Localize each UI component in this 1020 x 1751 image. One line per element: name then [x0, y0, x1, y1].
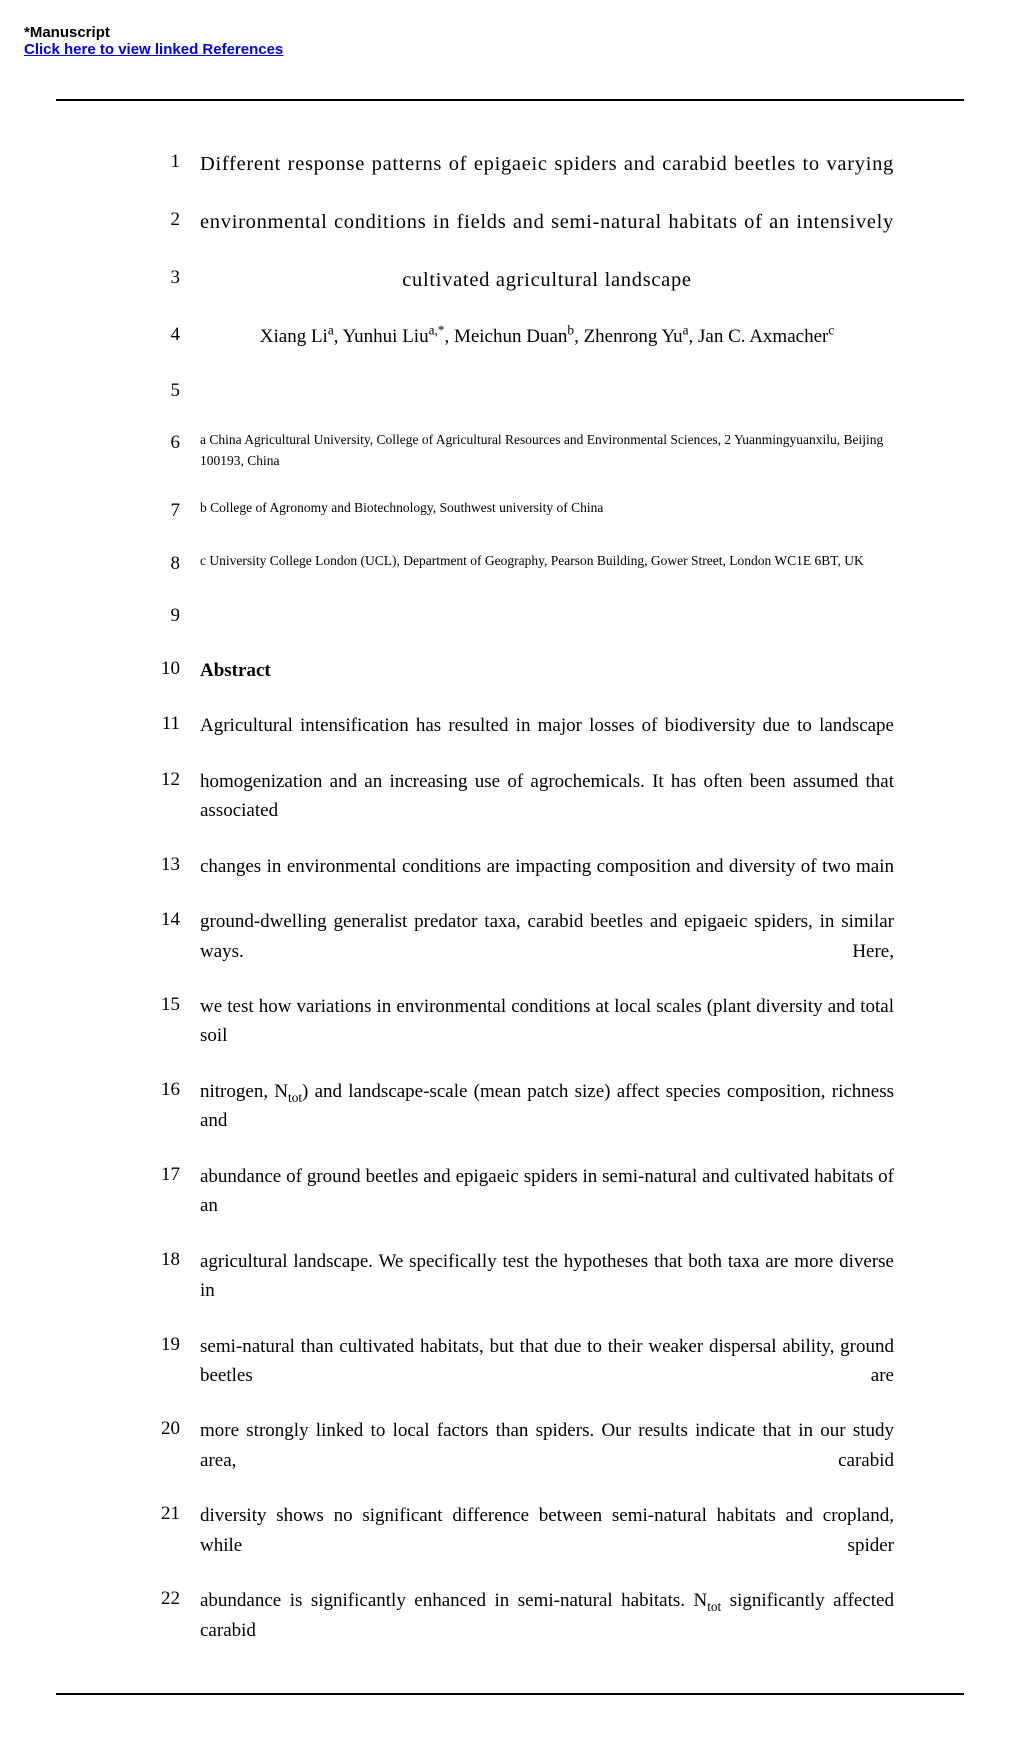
line-number: 6 [156, 430, 200, 457]
line-number: 9 [156, 603, 200, 630]
title-line-1: 1 Different response patterns of epigaei… [156, 149, 894, 181]
title-text: environmental conditions in fields and s… [200, 207, 894, 239]
line-number: 20 [156, 1416, 200, 1443]
affiliation-text: b College of Agronomy and Biotechnology,… [200, 498, 894, 519]
line-number: 10 [156, 656, 200, 683]
authors-line: 4 Xiang Lia, Yunhui Liua,*, Meichun Duan… [156, 322, 894, 351]
body-text: abundance is significantly enhanced in s… [200, 1586, 894, 1645]
body-part: abundance is significantly enhanced in s… [200, 1590, 707, 1611]
line-number: 19 [156, 1332, 200, 1359]
abstract-line: 20 more strongly linked to local factors… [156, 1416, 894, 1475]
line-number: 21 [156, 1501, 200, 1528]
blank [200, 378, 894, 397]
line-number: 5 [156, 378, 200, 405]
title-text: Different response patterns of epigaeic … [200, 149, 894, 181]
line-number: 14 [156, 907, 200, 934]
abstract-line: 16 nitrogen, Ntot) and landscape-scale (… [156, 1077, 894, 1136]
abstract-label: Abstract [200, 656, 894, 685]
line-number: 22 [156, 1586, 200, 1613]
author-part: , Zhenrong Yu [574, 326, 683, 347]
blank-line: 5 [156, 378, 894, 405]
line-number: 13 [156, 852, 200, 879]
line-number: 11 [156, 711, 200, 738]
author-part: , Meichun Duan [444, 326, 567, 347]
body-text: Agricultural intensification has resulte… [200, 711, 894, 740]
author-part: , Yunhui Liu [334, 326, 429, 347]
body-text: we test how variations in environmental … [200, 992, 894, 1051]
blank [200, 603, 894, 622]
subscript: tot [707, 1599, 721, 1614]
line-number: 18 [156, 1247, 200, 1274]
affiliation-a: 6 a China Agricultural University, Colle… [156, 430, 894, 472]
abstract-line: 11 Agricultural intensification has resu… [156, 711, 894, 740]
abstract-line: 18 agricultural landscape. We specifical… [156, 1247, 894, 1306]
body-text: ground-dwelling generalist predator taxa… [200, 907, 894, 966]
body-text: semi-natural than cultivated habitats, b… [200, 1332, 894, 1391]
title-line-3: 3 cultivated agricultural landscape [156, 265, 894, 297]
abstract-line: 12 homogenization and an increasing use … [156, 767, 894, 826]
abstract-line: 19 semi-natural than cultivated habitats… [156, 1332, 894, 1391]
author-part: , Jan C. Axmacher [689, 326, 829, 347]
page-frame: 1 Different response patterns of epigaei… [56, 99, 964, 1695]
body-text: nitrogen, Ntot) and landscape-scale (mea… [200, 1077, 894, 1136]
abstract-heading: 10 Abstract [156, 656, 894, 685]
author-part: Xiang Li [260, 326, 328, 347]
body-text: more strongly linked to local factors th… [200, 1416, 894, 1475]
view-references-link[interactable]: Click here to view linked References [24, 41, 283, 58]
body-part: nitrogen, N [200, 1081, 288, 1102]
affil-sup: c [828, 323, 834, 338]
header-links: *Manuscript Click here to view linked Re… [0, 0, 1020, 59]
abstract-line: 22 abundance is significantly enhanced i… [156, 1586, 894, 1645]
abstract-line: 21 diversity shows no significant differ… [156, 1501, 894, 1560]
line-number: 2 [156, 207, 200, 234]
manuscript-label: *Manuscript [24, 24, 1020, 41]
line-number: 17 [156, 1162, 200, 1189]
affiliation-c: 8 c University College London (UCL), Dep… [156, 551, 894, 578]
blank-line: 9 [156, 603, 894, 630]
body-text: abundance of ground beetles and epigaeic… [200, 1162, 894, 1221]
abstract-line: 13 changes in environmental conditions a… [156, 852, 894, 881]
title-text: cultivated agricultural landscape [200, 265, 894, 297]
line-number: 4 [156, 322, 200, 349]
affil-sup: a,* [429, 323, 445, 338]
body-text: agricultural landscape. We specifically … [200, 1247, 894, 1306]
affiliation-text: a China Agricultural University, College… [200, 430, 894, 472]
subscript: tot [288, 1090, 302, 1105]
body-text: changes in environmental conditions are … [200, 852, 894, 881]
line-number: 7 [156, 498, 200, 525]
line-number: 12 [156, 767, 200, 794]
abstract-line: 17 abundance of ground beetles and epiga… [156, 1162, 894, 1221]
line-number: 15 [156, 992, 200, 1019]
line-number: 8 [156, 551, 200, 578]
line-number: 1 [156, 149, 200, 176]
affiliation-b: 7 b College of Agronomy and Biotechnolog… [156, 498, 894, 525]
affiliation-text: c University College London (UCL), Depar… [200, 551, 894, 572]
body-part: ) and landscape-scale (mean patch size) … [200, 1081, 894, 1131]
body-text: diversity shows no significant differenc… [200, 1501, 894, 1560]
title-line-2: 2 environmental conditions in fields and… [156, 207, 894, 239]
body-text: homogenization and an increasing use of … [200, 767, 894, 826]
line-number: 16 [156, 1077, 200, 1104]
authors-text: Xiang Lia, Yunhui Liua,*, Meichun Duanb,… [200, 322, 894, 351]
line-number: 3 [156, 265, 200, 292]
abstract-line: 15 we test how variations in environment… [156, 992, 894, 1051]
abstract-line: 14 ground-dwelling generalist predator t… [156, 907, 894, 966]
